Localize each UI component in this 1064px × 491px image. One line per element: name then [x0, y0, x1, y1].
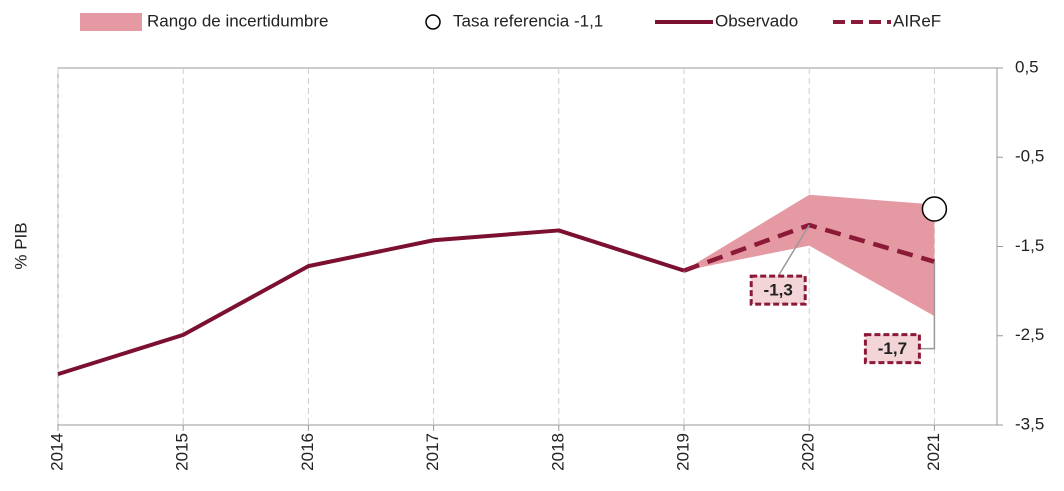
- x-tick-label: 2019: [673, 433, 692, 471]
- value-label: -1,3: [764, 281, 793, 300]
- y-tick-label: -0,5: [1015, 147, 1044, 166]
- x-tick-label: 2016: [298, 433, 317, 471]
- legend-label: AIReF: [893, 11, 941, 30]
- legend-swatch: [80, 13, 142, 31]
- y-axis-label: % PIB: [11, 222, 30, 269]
- legend-label: Tasa referencia -1,1: [453, 11, 603, 30]
- series-line: [57, 228, 685, 377]
- value-label: -1,7: [878, 339, 907, 358]
- y-tick-label: -3,5: [1015, 414, 1044, 433]
- y-tick-label: -1,5: [1015, 236, 1044, 255]
- reference-marker: [921, 196, 948, 222]
- x-tick-label: 2021: [924, 433, 943, 471]
- value-label-box: [863, 333, 921, 365]
- x-tick-label: 2017: [423, 433, 442, 471]
- x-tick-label: 2015: [173, 433, 192, 471]
- y-tick-label: 0,5: [1015, 57, 1039, 76]
- legend-swatch: [425, 14, 441, 30]
- x-tick-label: 2018: [548, 433, 567, 471]
- leader-line: [919, 261, 936, 350]
- value-label-box: [749, 274, 807, 306]
- x-tick-label: 2020: [799, 433, 818, 471]
- x-tick-label: 2014: [47, 433, 66, 471]
- leader-line: [777, 224, 810, 277]
- legend-label: Rango de incertidumbre: [147, 11, 328, 30]
- uncertainty-band: [684, 194, 935, 317]
- legend-label: Observado: [715, 11, 798, 30]
- y-tick-label: -2,5: [1015, 325, 1044, 344]
